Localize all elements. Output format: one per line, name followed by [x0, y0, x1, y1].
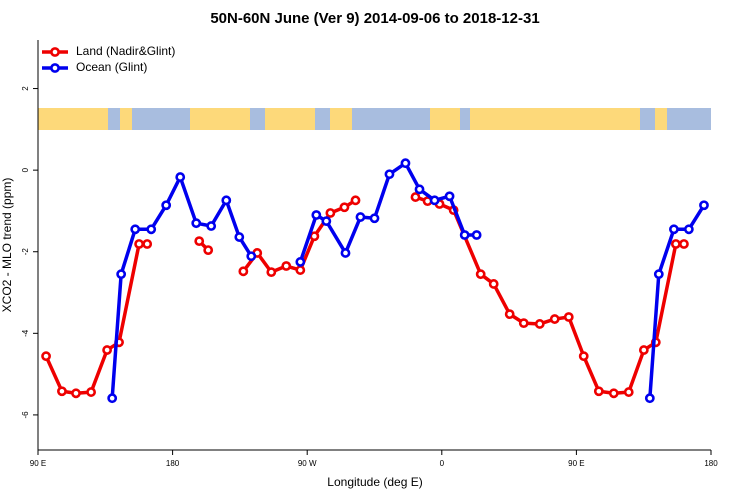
point: [623, 387, 634, 397]
x-tick-label: 180: [704, 459, 718, 468]
point: [459, 230, 470, 240]
point: [194, 236, 205, 247]
x-tick-label: 0: [440, 459, 445, 468]
y-tick-label: 2: [21, 86, 30, 91]
y-tick-label: -2: [21, 248, 30, 256]
point: [57, 386, 67, 397]
series-line: [110, 161, 706, 399]
point: [41, 351, 51, 362]
point: [266, 267, 277, 278]
point: [295, 257, 306, 267]
point: [608, 388, 619, 399]
point: [638, 345, 649, 355]
point: [238, 266, 249, 277]
point: [400, 158, 411, 169]
y-axis-label: XCO2 - MLO trend (ppm): [0, 178, 14, 313]
x-tick-label: 90 E: [30, 459, 46, 468]
point: [102, 345, 112, 355]
point: [142, 239, 153, 249]
point: [340, 248, 351, 258]
series-line: [44, 195, 684, 396]
point: [444, 191, 455, 202]
map-strip: [38, 108, 711, 130]
point: [429, 195, 440, 206]
point: [669, 224, 679, 235]
point: [321, 216, 332, 227]
y-tick-label: -4: [21, 329, 30, 337]
chart-title: 50N-60N June (Ver 9) 2014-09-06 to 2018-…: [210, 10, 539, 27]
point: [683, 224, 694, 235]
point: [221, 195, 232, 206]
x-axis-label: Longitude (deg E): [327, 475, 422, 489]
point: [130, 224, 141, 235]
point: [325, 208, 336, 218]
point: [593, 386, 604, 397]
x-tick-label: 180: [166, 459, 180, 468]
point: [488, 279, 499, 289]
point: [475, 269, 486, 280]
point: [116, 269, 127, 280]
point: [653, 269, 664, 280]
point: [281, 261, 292, 271]
legend-label: Land (Nadir&Glint): [76, 44, 175, 58]
point: [369, 213, 380, 224]
legend-marker: [50, 63, 60, 73]
legend-marker: [50, 47, 60, 57]
point: [203, 245, 214, 255]
point: [146, 224, 157, 235]
point: [71, 388, 81, 399]
point: [134, 239, 144, 249]
point: [350, 195, 361, 206]
point: [679, 239, 689, 249]
point: [504, 309, 515, 320]
y-tick-label: -6: [21, 411, 30, 419]
point: [234, 232, 245, 242]
legend-label: Ocean (Glint): [76, 60, 147, 74]
point: [246, 251, 257, 262]
point: [175, 172, 186, 182]
point: [471, 230, 482, 240]
x-tick-label: 90 W: [298, 459, 317, 468]
point: [534, 319, 545, 329]
point: [384, 169, 395, 180]
point: [414, 184, 425, 195]
point: [410, 192, 421, 202]
x-tick-label: 90 E: [568, 459, 584, 468]
point: [309, 231, 320, 242]
point: [518, 318, 529, 329]
point: [670, 239, 681, 249]
point: [355, 212, 366, 222]
point: [549, 314, 560, 324]
point: [578, 351, 589, 362]
point: [161, 200, 172, 211]
point: [191, 218, 202, 229]
point: [206, 221, 217, 231]
point: [295, 265, 306, 275]
point: [563, 312, 574, 322]
point: [339, 202, 350, 213]
point: [311, 210, 322, 220]
point: [644, 393, 655, 404]
point: [107, 393, 118, 404]
y-tick-label: 0: [21, 167, 30, 172]
point: [699, 200, 709, 211]
point: [86, 387, 96, 397]
